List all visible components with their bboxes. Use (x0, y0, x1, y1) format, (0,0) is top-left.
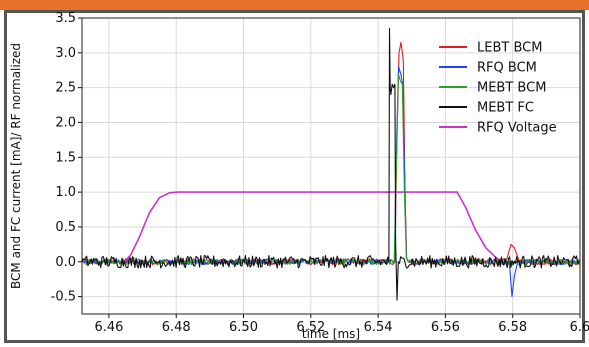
x-tick-label: 6.48 (162, 320, 191, 335)
series-line-lebt-bcm (81, 41, 581, 266)
x-tick-label: 6.52 (296, 320, 325, 335)
x-tick-label: 6.56 (431, 320, 460, 335)
y-tick-label: 3.0 (55, 46, 76, 61)
plot-area-border (81, 17, 581, 315)
top-accent-bar (0, 0, 589, 10)
y-tick-label: -0.5 (51, 290, 76, 305)
legend-label: LEBT BCM (477, 41, 542, 56)
y-tick-label: 1.5 (55, 150, 76, 165)
chart-frame (4, 10, 585, 343)
legend-label: RFQ BCM (477, 61, 537, 76)
legend: LEBT BCM RFQ BCM MEBT BCM MEBT FC RFQ Voltag… (439, 41, 557, 136)
x-axis-label: time [ms] (302, 327, 360, 341)
series-line-rfq-voltage (82, 191, 580, 263)
x-tick-label: 6.6 (570, 320, 589, 335)
legend-label: MEBT FC (477, 101, 534, 116)
legend-label: RFQ Voltage (477, 121, 557, 136)
axes: 6.46 6.48 6.50 6.52 6.54 6.56 6.58 6.6 -0.5 0.0 0.… (51, 11, 589, 335)
y-tick-label: 0.5 (55, 220, 76, 235)
y-axis-label: BCM and FC current [mA]/ RF normalized (9, 43, 23, 289)
y-tick-label: 3.5 (55, 11, 76, 26)
x-tick-label: 6.58 (498, 320, 527, 335)
series-group (81, 27, 581, 301)
y-tick-label: 2.0 (55, 115, 76, 130)
series-line-mebt-fc (81, 27, 581, 301)
x-tick-label: 6.54 (364, 320, 393, 335)
legend-label: MEBT BCM (477, 81, 546, 96)
x-tick-label: 6.50 (229, 320, 258, 335)
y-tick-label: 2.5 (55, 81, 76, 96)
y-tick-label: 0.0 (55, 255, 76, 270)
y-tick-label: 1.0 (55, 185, 76, 200)
x-tick-label: 6.46 (94, 320, 123, 335)
